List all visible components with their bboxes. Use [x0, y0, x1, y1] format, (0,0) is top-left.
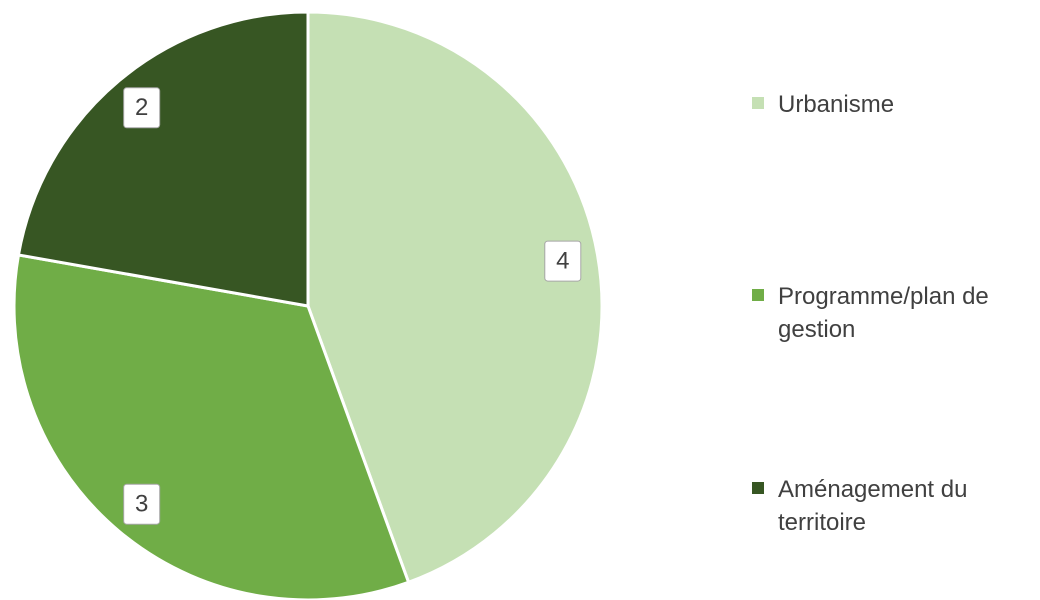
legend-item: Urbanisme	[752, 88, 1008, 121]
data-label-box	[123, 87, 161, 129]
pie: 4 3 2	[12, 10, 604, 600]
legend-swatch	[752, 289, 764, 301]
legend-item: Aménagement du territoire	[752, 473, 1008, 539]
legend-label: Urbanisme	[778, 91, 895, 118]
data-label: 4	[556, 247, 569, 274]
legend-item: Programme/plan de gestion	[752, 280, 1008, 346]
legend-label: Programme/plan de gestion	[778, 283, 989, 343]
data-label-box	[123, 483, 161, 525]
legend-swatch	[752, 97, 764, 109]
pie-slice	[16, 10, 310, 308]
legend-label: Aménagement du territoire	[778, 476, 968, 536]
data-label: 3	[135, 491, 148, 518]
legend-swatch	[752, 482, 764, 494]
data-label: 2	[135, 94, 148, 121]
data-label-box	[544, 240, 582, 282]
pie-slice	[306, 10, 604, 585]
pie-slice	[12, 253, 411, 600]
legend: Urbanisme Programme/plan de gestion Aménag…	[752, 0, 1032, 600]
